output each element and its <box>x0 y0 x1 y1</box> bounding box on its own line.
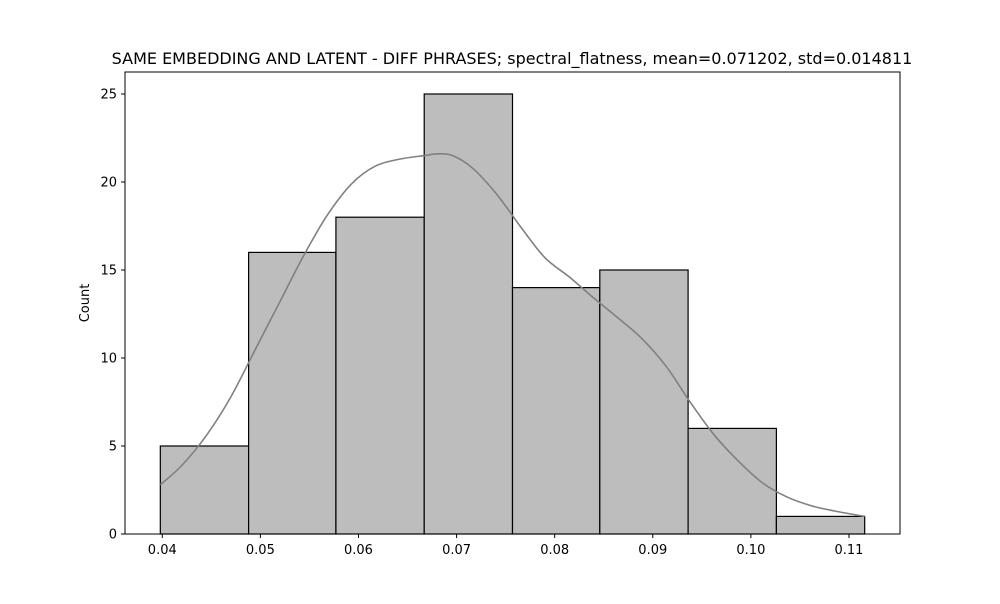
x-tick-label: 0.10 <box>736 543 765 558</box>
x-tick-label: 0.06 <box>344 543 373 558</box>
kde-layer <box>159 152 865 518</box>
y-tick-label: 25 <box>100 88 117 103</box>
histogram-bar <box>775 515 866 535</box>
y-tick-label: 5 <box>109 440 117 455</box>
plot-frame <box>124 71 901 535</box>
chart-title: SAME EMBEDDING AND LATENT - DIFF PHRASES… <box>112 49 913 69</box>
y-tick-label: 20 <box>100 176 117 191</box>
x-tick-label: 0.11 <box>835 543 864 558</box>
x-tick-label: 0.07 <box>442 543 471 558</box>
histogram-bar <box>423 93 514 535</box>
x-tick-label: 0.08 <box>540 543 569 558</box>
histogram-bar <box>159 445 250 535</box>
x-axis: 0.04 0.05 0.06 0.07 0.08 0.09 0.10 0.11 <box>148 534 864 558</box>
y-tick-label: 15 <box>100 264 117 279</box>
histogram-bar <box>599 269 689 535</box>
kde-curve <box>159 152 865 518</box>
histogram-bar <box>248 251 337 535</box>
histogram-bar <box>511 287 601 535</box>
x-tick-label: 0.04 <box>148 543 177 558</box>
bars-layer <box>159 93 866 535</box>
histogram-bar <box>335 216 425 535</box>
y-axis: 0 5 10 15 20 25 <box>100 88 125 543</box>
x-tick-label: 0.09 <box>638 543 667 558</box>
y-axis-label: Count <box>78 284 93 323</box>
x-tick-label: 0.05 <box>246 543 275 558</box>
histogram-bar <box>687 427 777 535</box>
y-tick-label: 10 <box>100 352 117 367</box>
y-tick-label: 0 <box>109 528 117 543</box>
